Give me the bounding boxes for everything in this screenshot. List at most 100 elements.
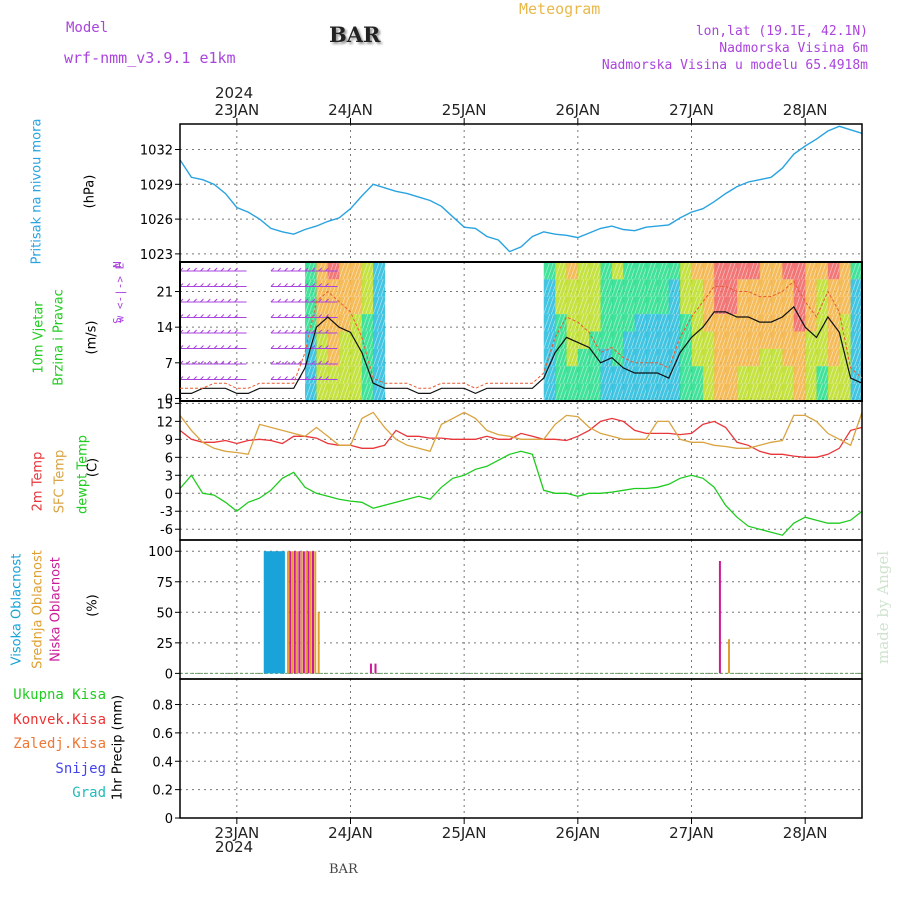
wind-hatch bbox=[816, 331, 823, 349]
temp-line-0 bbox=[179, 417, 863, 458]
wind-cell bbox=[634, 262, 647, 280]
y-tick-label: 9 bbox=[165, 433, 173, 448]
wind-hatch bbox=[645, 261, 653, 280]
wind-arrow-head bbox=[277, 283, 282, 287]
wind-cell bbox=[748, 348, 761, 367]
wind-hatch bbox=[645, 366, 653, 384]
wind-hatch bbox=[740, 279, 748, 297]
wind-hatch bbox=[808, 348, 816, 367]
wind-cell bbox=[589, 314, 602, 332]
y-tick-label: -6 bbox=[160, 523, 173, 538]
wind-hatch bbox=[615, 296, 623, 315]
wind-hatch bbox=[831, 348, 838, 367]
wind-hatch bbox=[759, 314, 766, 332]
wind-cell bbox=[827, 331, 840, 349]
wind-hatch bbox=[577, 314, 585, 332]
wind-hatch bbox=[600, 348, 607, 367]
wind-hatch bbox=[543, 279, 551, 297]
wind-cell bbox=[702, 331, 715, 349]
wind-hatch bbox=[350, 331, 357, 349]
wind-hatch bbox=[827, 261, 835, 280]
wind-hatch bbox=[854, 279, 861, 297]
wind-cell bbox=[680, 331, 692, 349]
wind-hatch bbox=[683, 366, 691, 384]
wind-hatch bbox=[380, 296, 388, 315]
wind-hatch bbox=[782, 296, 789, 315]
wind-cell bbox=[646, 348, 658, 367]
wind-hatch bbox=[838, 366, 846, 384]
wind-hatch bbox=[842, 296, 850, 315]
wind-hatch bbox=[380, 261, 388, 280]
wind-hatch bbox=[319, 279, 327, 297]
wind-cell bbox=[577, 296, 590, 315]
y-tick-label: 0.8 bbox=[152, 699, 173, 714]
wind-arrow-head bbox=[297, 314, 302, 318]
wind-cell bbox=[680, 348, 692, 367]
wind-cell bbox=[771, 262, 783, 280]
wind-cell bbox=[793, 296, 806, 315]
wind-cell bbox=[793, 366, 806, 384]
wind-hatch bbox=[831, 296, 838, 315]
wind-arrow-head bbox=[311, 329, 316, 334]
wind-cell bbox=[623, 366, 636, 384]
wind-hatch bbox=[615, 383, 623, 402]
wind-cell bbox=[361, 296, 374, 315]
wind-hatch bbox=[706, 331, 713, 349]
wind-hatch bbox=[547, 348, 554, 367]
wind-cell bbox=[736, 331, 749, 349]
wind-hatch bbox=[558, 383, 566, 402]
wind-hatch bbox=[751, 383, 759, 402]
wind-hatch bbox=[763, 296, 770, 315]
wind-hatch bbox=[316, 279, 323, 297]
wind-hatch bbox=[793, 261, 801, 280]
wind-cell bbox=[793, 314, 806, 332]
wind-hatch bbox=[569, 348, 577, 367]
wind-hatch bbox=[774, 383, 782, 402]
x-tick-label-top: 23JAN bbox=[214, 101, 259, 119]
wind-hatch bbox=[850, 279, 857, 297]
wind-cell bbox=[611, 279, 624, 297]
wind-cell bbox=[555, 383, 567, 401]
wind-hatch bbox=[338, 366, 346, 384]
wind-cell bbox=[566, 262, 579, 280]
wind-cell bbox=[793, 262, 806, 280]
wind-hatch bbox=[600, 279, 607, 297]
wind-cell bbox=[373, 262, 386, 280]
wind-hatch bbox=[547, 279, 554, 297]
wind-cell bbox=[305, 314, 317, 332]
wind-hatch bbox=[365, 279, 372, 297]
wind-hatch bbox=[623, 331, 630, 349]
wind-hatch bbox=[634, 279, 641, 297]
wind-hatch bbox=[774, 279, 782, 297]
wind-arrow-head bbox=[186, 283, 191, 287]
wind-arrow-head bbox=[193, 360, 197, 365]
wind-cell bbox=[566, 314, 579, 332]
wind-cell bbox=[543, 262, 556, 280]
wind-hatch bbox=[748, 331, 755, 349]
wind-hatch bbox=[702, 331, 710, 349]
wind-cell bbox=[600, 314, 613, 332]
wind-cell bbox=[623, 383, 636, 401]
y-tick-label: 50 bbox=[156, 606, 173, 621]
wind-cell bbox=[361, 279, 374, 297]
wind-cell bbox=[361, 262, 374, 280]
wind-hatch bbox=[569, 296, 577, 315]
wind-hatch bbox=[782, 348, 789, 367]
wind-hatch bbox=[581, 383, 588, 402]
wind-cell bbox=[748, 366, 761, 384]
wind-hatch bbox=[634, 366, 641, 384]
wind-cell bbox=[702, 314, 715, 332]
wind-arrow-head bbox=[193, 267, 197, 272]
wind-hatch bbox=[804, 348, 812, 367]
wind-cell bbox=[793, 383, 806, 401]
wind-cell bbox=[657, 348, 670, 367]
wind-hatch bbox=[372, 296, 380, 315]
wind-cell bbox=[714, 366, 727, 384]
wind-hatch bbox=[748, 296, 755, 315]
wind-cell bbox=[373, 383, 386, 401]
wind-arrow-head bbox=[284, 376, 288, 380]
wind-arrow-head bbox=[270, 314, 275, 318]
wind-hatch bbox=[600, 366, 607, 384]
wind-cell bbox=[566, 296, 579, 315]
wind-hatch bbox=[808, 366, 816, 384]
